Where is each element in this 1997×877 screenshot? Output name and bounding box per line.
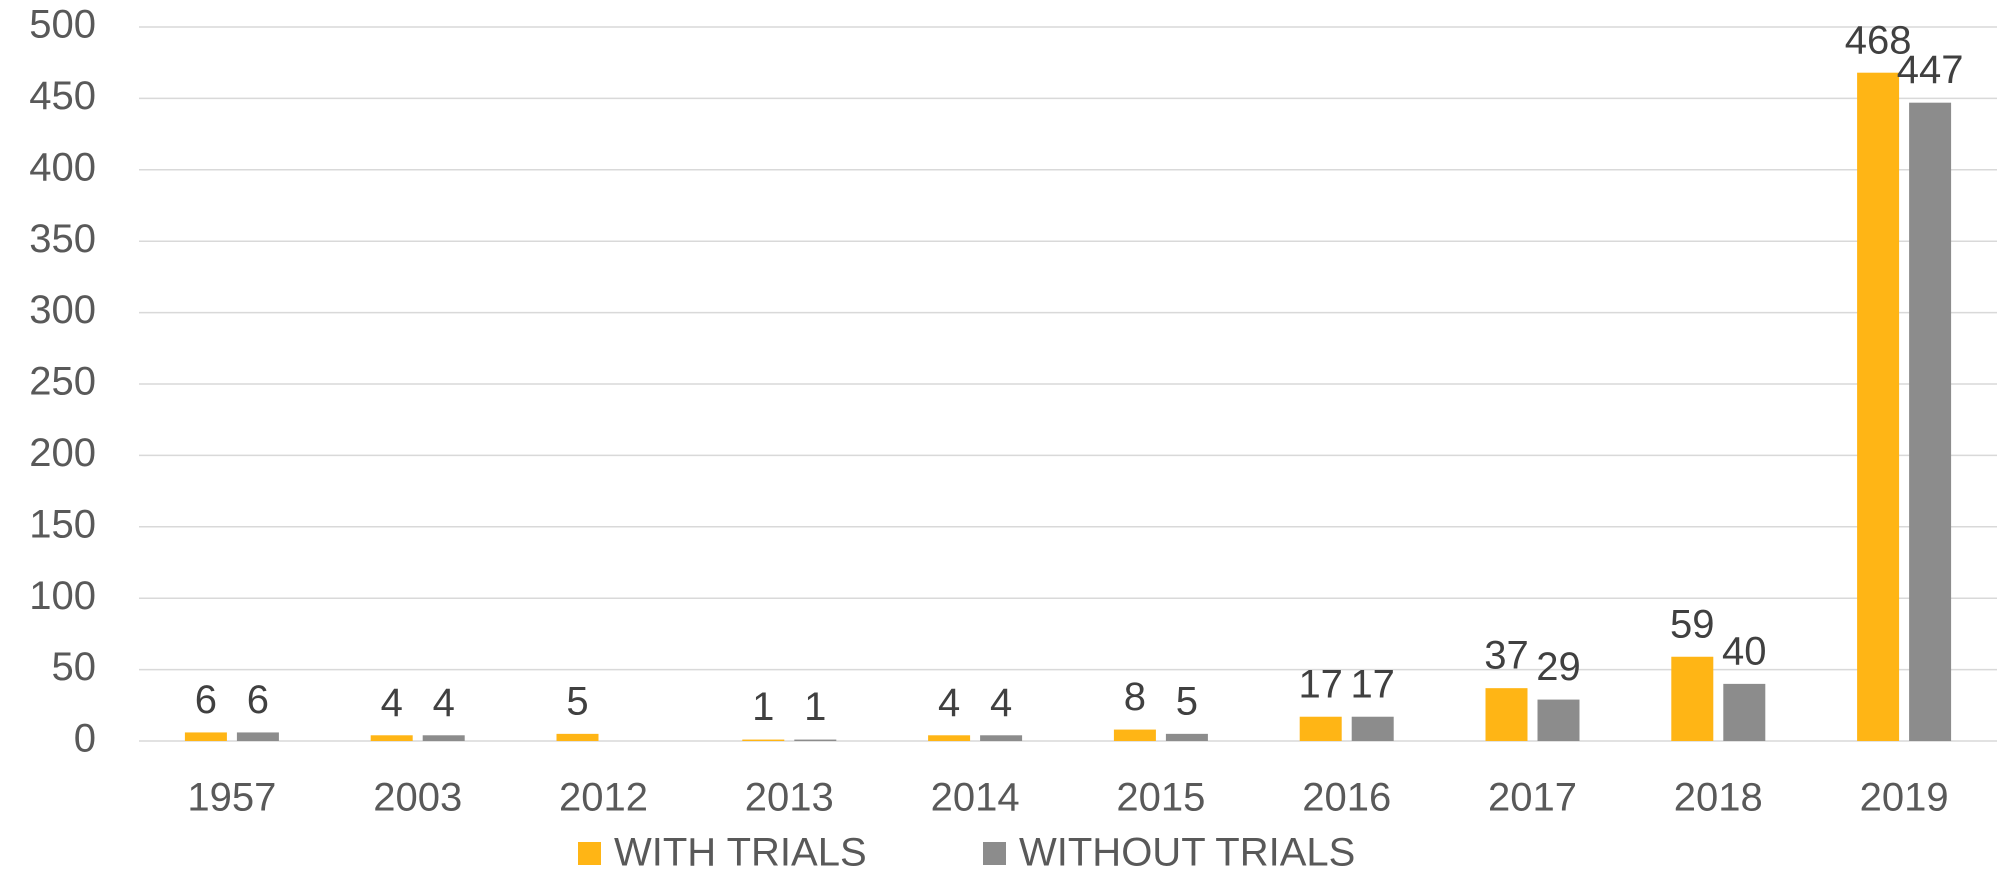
x-tick-label: 2018 bbox=[1674, 776, 1763, 820]
legend-swatch bbox=[578, 842, 601, 865]
legend-label: WITH TRIALS bbox=[614, 831, 867, 875]
value-label: 4 bbox=[938, 681, 960, 725]
bar bbox=[1909, 102, 1952, 741]
value-label: 5 bbox=[1176, 679, 1198, 723]
y-tick-label: 450 bbox=[29, 74, 96, 118]
bar bbox=[1857, 72, 1900, 742]
bar bbox=[742, 739, 785, 741]
value-label: 468 bbox=[1845, 18, 1912, 62]
y-tick-label: 400 bbox=[29, 145, 96, 189]
bar bbox=[1485, 688, 1528, 741]
bar bbox=[422, 735, 465, 741]
x-tick-label: 2015 bbox=[1116, 776, 1205, 820]
legend-label: WITHOUT TRIALS bbox=[1019, 831, 1355, 875]
bar bbox=[980, 735, 1023, 741]
value-label: 29 bbox=[1536, 645, 1581, 689]
y-tick-label: 500 bbox=[29, 3, 96, 47]
value-label: 1 bbox=[804, 685, 826, 729]
value-label: 447 bbox=[1897, 48, 1964, 92]
bar bbox=[1113, 729, 1156, 741]
value-label: 1 bbox=[752, 685, 774, 729]
y-tick-label: 250 bbox=[29, 360, 96, 404]
bar bbox=[1165, 733, 1208, 741]
value-label: 4 bbox=[381, 681, 403, 725]
y-tick-label: 150 bbox=[29, 502, 96, 546]
value-label: 59 bbox=[1670, 602, 1715, 646]
bar bbox=[556, 733, 599, 741]
x-tick-label: 2012 bbox=[559, 776, 648, 820]
x-tick-label: 2013 bbox=[745, 776, 834, 820]
x-tick-label: 2014 bbox=[931, 776, 1020, 820]
value-label: 17 bbox=[1298, 662, 1343, 706]
bar bbox=[1723, 683, 1766, 741]
y-tick-label: 200 bbox=[29, 431, 96, 475]
bar bbox=[370, 735, 413, 741]
bar bbox=[1299, 716, 1342, 741]
x-tick-label: 2019 bbox=[1860, 776, 1949, 820]
bar bbox=[184, 732, 227, 741]
x-tick-label: 1957 bbox=[187, 776, 276, 820]
y-tick-label: 350 bbox=[29, 217, 96, 261]
value-label: 40 bbox=[1722, 629, 1767, 673]
y-tick-label: 100 bbox=[29, 574, 96, 618]
value-label: 8 bbox=[1124, 675, 1146, 719]
value-label: 4 bbox=[433, 681, 455, 725]
bar bbox=[1351, 716, 1394, 741]
x-tick-label: 2003 bbox=[373, 776, 462, 820]
bar bbox=[928, 735, 971, 741]
value-label: 6 bbox=[195, 678, 217, 722]
value-label: 17 bbox=[1350, 662, 1395, 706]
value-label: 37 bbox=[1484, 634, 1529, 678]
value-label: 4 bbox=[990, 681, 1012, 725]
legend-swatch bbox=[983, 842, 1006, 865]
bar bbox=[236, 732, 279, 741]
x-tick-label: 2016 bbox=[1302, 776, 1391, 820]
bar bbox=[1671, 656, 1714, 741]
value-label: 5 bbox=[566, 679, 588, 723]
y-tick-label: 0 bbox=[74, 717, 96, 761]
y-tick-label: 50 bbox=[52, 645, 97, 689]
bar bbox=[1537, 699, 1580, 741]
value-label: 6 bbox=[247, 678, 269, 722]
bar bbox=[794, 739, 837, 741]
x-tick-label: 2017 bbox=[1488, 776, 1577, 820]
y-tick-label: 300 bbox=[29, 288, 96, 332]
